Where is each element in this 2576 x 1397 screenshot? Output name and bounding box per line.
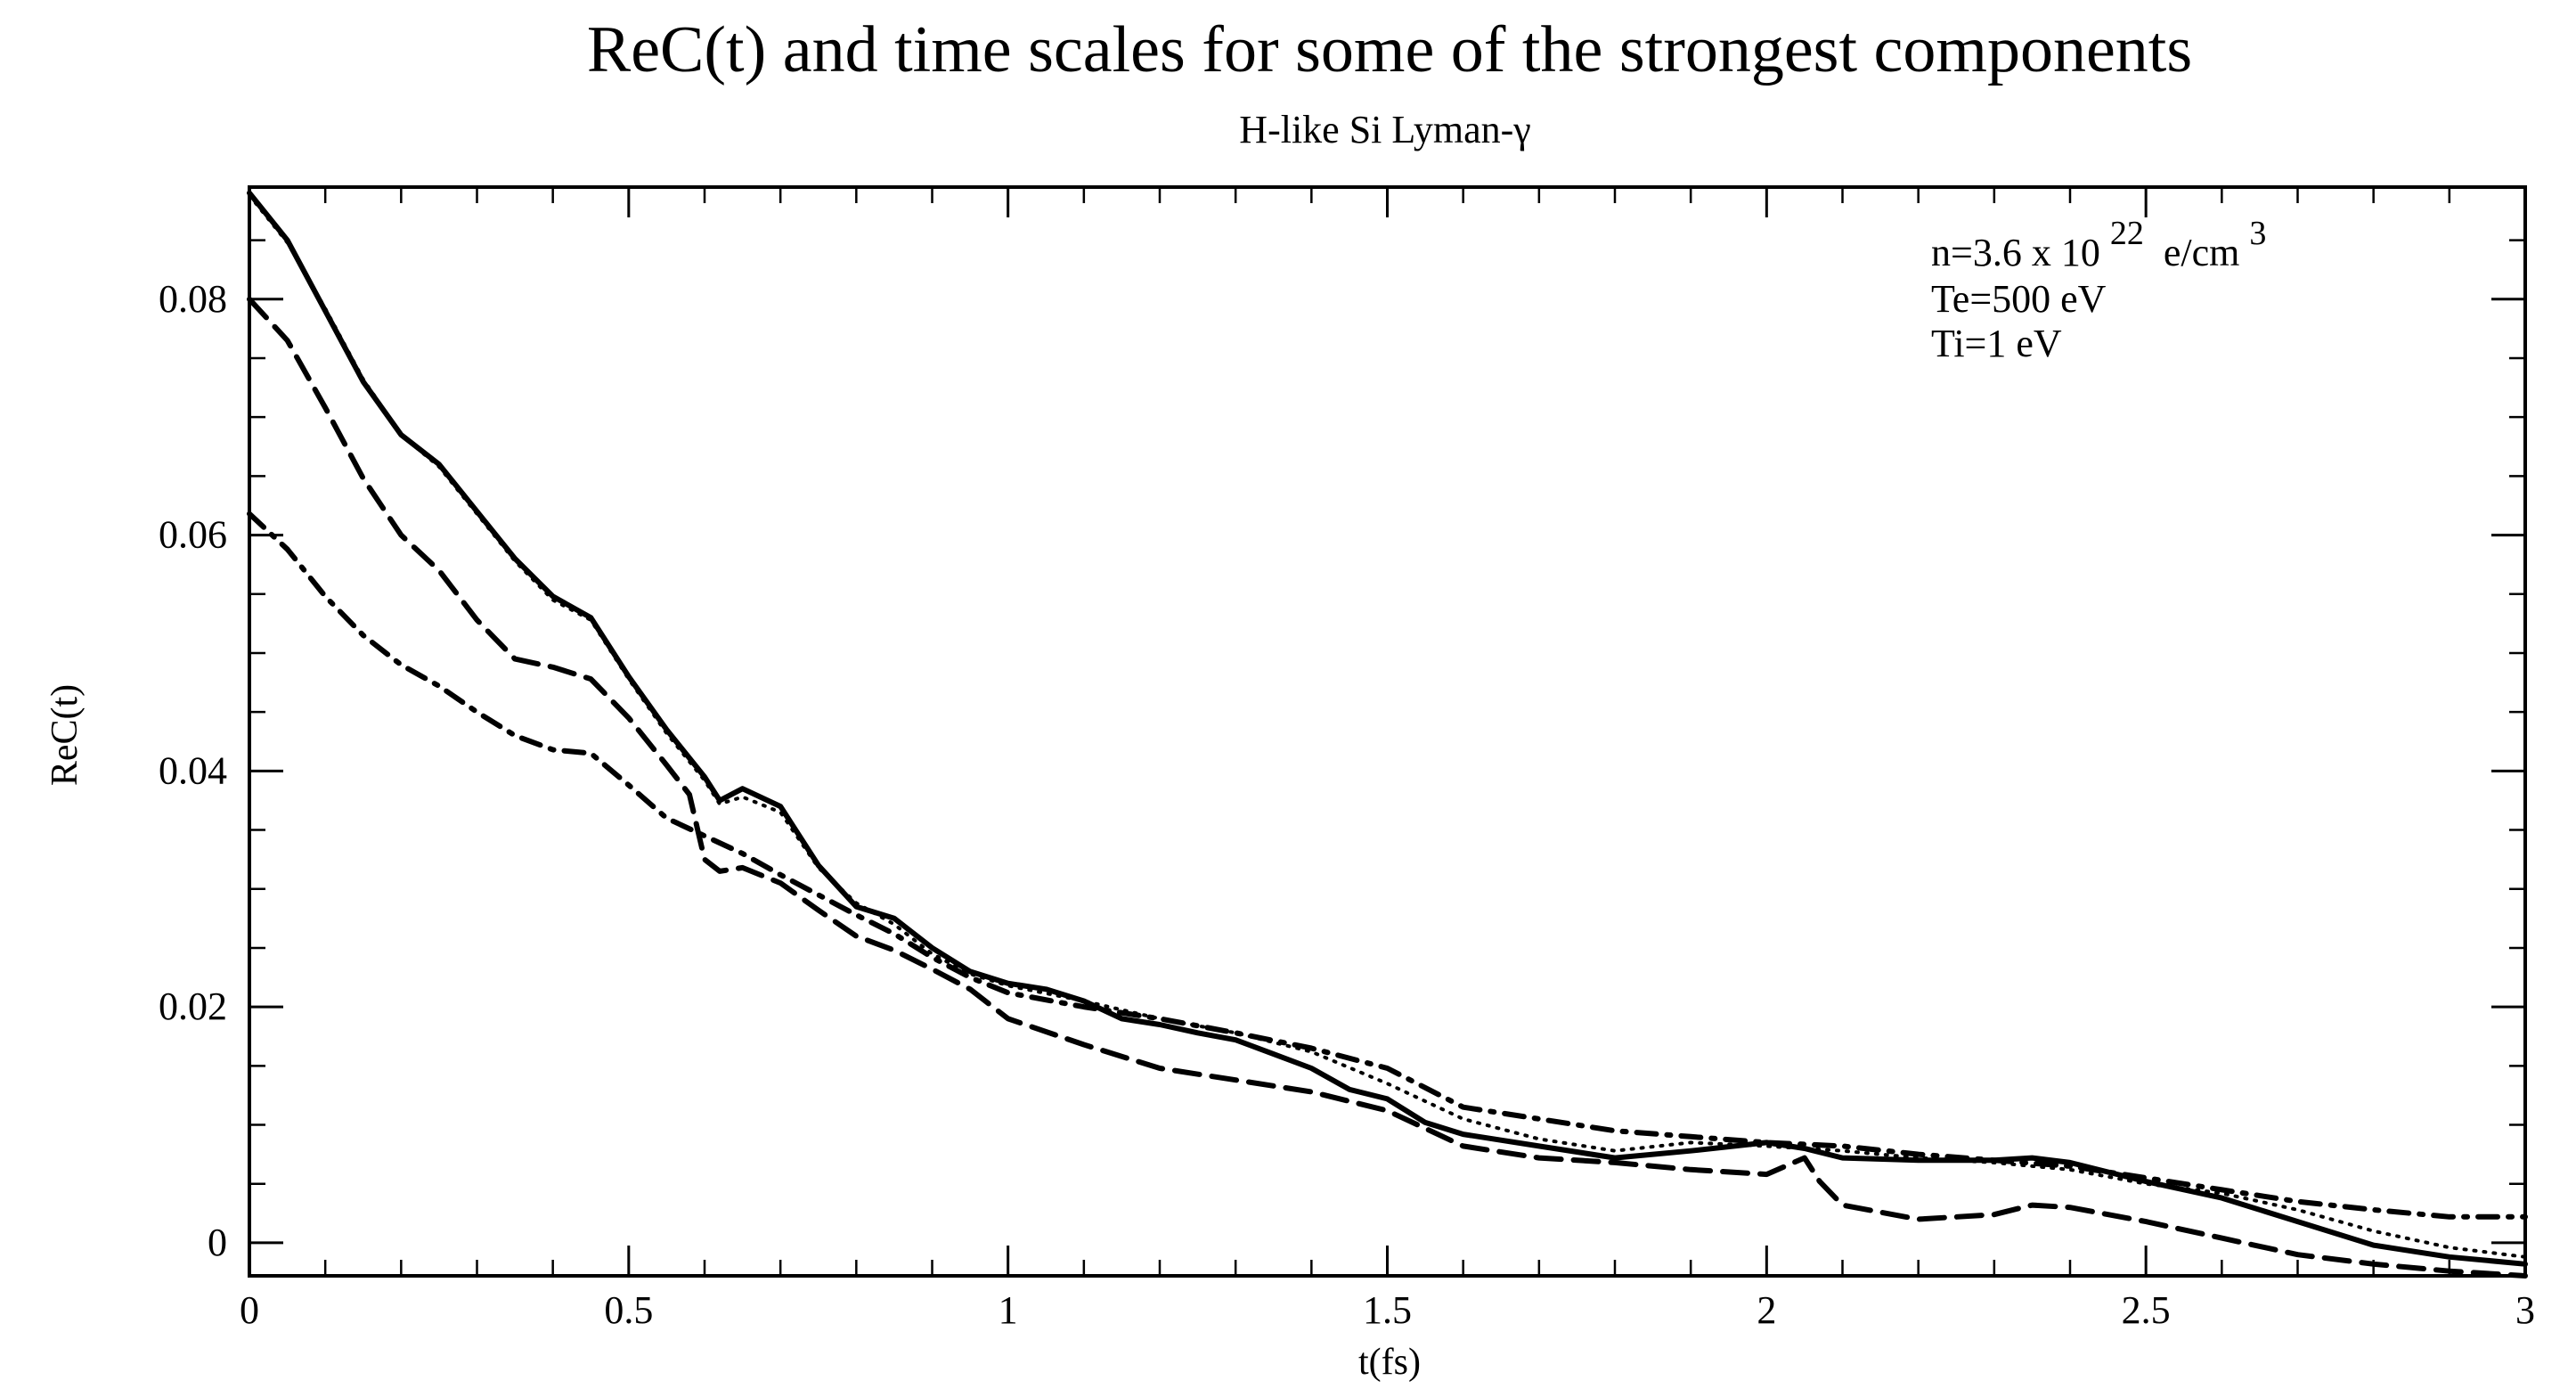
x-tick-label: 2 <box>1757 1288 1776 1332</box>
x-axis-label: t(fs) <box>1358 1342 1421 1383</box>
x-tick-label: 2.5 <box>2122 1288 2171 1332</box>
x-tick-label: 1.5 <box>1363 1288 1412 1332</box>
series-dash-dot <box>247 511 2528 1220</box>
legend-density-base: n=3.6 x 10 <box>1931 231 2100 274</box>
x-tick-label: 1 <box>999 1288 1018 1332</box>
x-tick-labels: 0 0.5 1 1.5 2 2.5 3 <box>240 1288 2535 1332</box>
y-tick-label: 0.02 <box>159 984 227 1028</box>
legend-ti: Ti=1 eV <box>1931 322 2062 365</box>
legend: n=3.6 x 10 22 e/cm 3 Te=500 eV Ti=1 eV <box>1931 209 2266 365</box>
y-tick-labels: 0 0.02 0.04 0.06 0.08 <box>159 277 227 1264</box>
chart-title: ReC(t) and time scales for some of the s… <box>587 13 2192 86</box>
y-tick-label: 0 <box>208 1221 227 1264</box>
chart-subtitle: H-like Si Lyman-γ <box>1239 108 1530 151</box>
y-axis-label: ReC(t) <box>45 684 86 786</box>
legend-density-unit: e/cm <box>2154 231 2240 274</box>
series-dashed <box>247 296 2528 1279</box>
y-tick-label: 0.08 <box>159 277 227 321</box>
series-layer <box>247 190 2528 1279</box>
plot-frame <box>248 185 2527 1278</box>
y-tick-label: 0.06 <box>159 513 227 557</box>
legend-density-unit-exponent: 3 <box>2249 215 2266 252</box>
x-tick-label: 3 <box>2515 1288 2535 1332</box>
legend-te: Te=500 eV <box>1931 277 2107 321</box>
legend-density-exponent: 22 <box>2110 215 2144 252</box>
legend-density: n=3.6 x 10 22 e/cm 3 <box>1931 209 2266 274</box>
y-tick-label: 0.04 <box>159 748 227 792</box>
axis-ticks <box>248 187 2527 1276</box>
x-tick-label: 0 <box>240 1288 259 1332</box>
x-tick-label: 0.5 <box>604 1288 653 1332</box>
series-solid <box>247 190 2528 1267</box>
